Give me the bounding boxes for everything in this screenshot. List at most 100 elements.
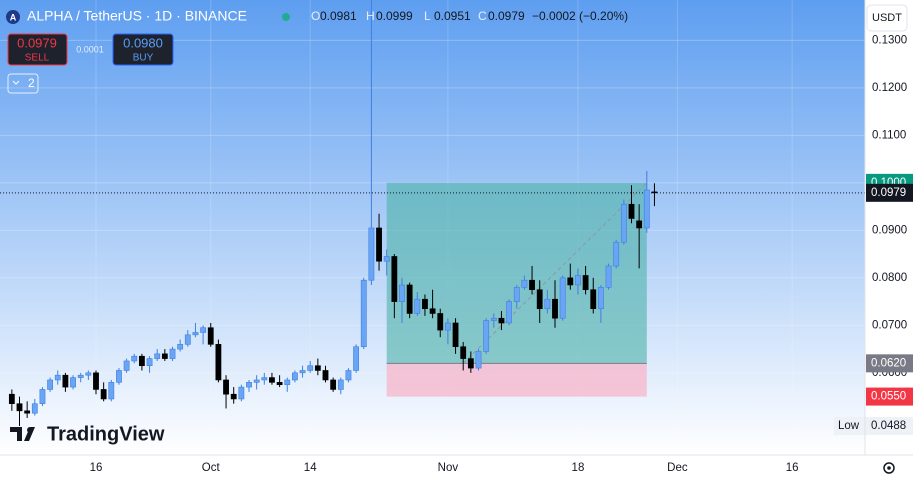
candle-body	[70, 377, 76, 388]
buy-button[interactable]	[112, 33, 174, 66]
candle-body	[483, 320, 490, 352]
candle-body	[513, 287, 520, 302]
ohlc-value: 0.0951	[434, 9, 471, 23]
x-tick-label: Dec	[667, 462, 688, 474]
candle-body	[299, 370, 306, 374]
sell-price[interactable]: 0.0979	[17, 35, 57, 50]
candle-body	[307, 365, 314, 371]
candle-body	[276, 382, 283, 386]
candle-body	[636, 220, 643, 229]
x-tick-label: 16	[90, 462, 103, 474]
x-tick-label: Nov	[438, 462, 459, 474]
ohlc-letter: H	[366, 9, 375, 23]
candle-body	[414, 298, 421, 314]
candle-body	[54, 374, 61, 381]
settings-icon[interactable]	[883, 462, 895, 474]
sell-button[interactable]	[7, 33, 68, 66]
candle-body	[24, 410, 31, 414]
candle-body	[475, 351, 482, 369]
candle-body	[567, 277, 574, 286]
trade-path	[462, 182, 648, 364]
position-tool[interactable]	[0, 182, 865, 397]
candle-body	[8, 393, 15, 405]
candle-body	[406, 284, 413, 314]
candle-body	[391, 256, 398, 302]
price-badge-label: 0.0620	[871, 357, 906, 369]
spread: 0.0001	[76, 44, 104, 54]
currency[interactable]: USDT	[872, 12, 902, 24]
y-tick-label: 0.1200	[872, 82, 907, 94]
symbol-logo	[6, 10, 20, 24]
candle-body	[116, 370, 122, 383]
candle-body	[429, 308, 436, 314]
candle-body	[643, 189, 650, 229]
candle-body	[123, 360, 130, 371]
candle-body	[353, 346, 359, 371]
candle-body	[314, 365, 321, 371]
candle-body	[360, 279, 367, 348]
candle-body	[506, 301, 512, 324]
candle-body	[613, 241, 620, 267]
candle-body	[605, 265, 612, 288]
candle-body	[108, 382, 115, 400]
candle-body	[628, 203, 635, 219]
candle-body	[39, 389, 46, 405]
brand: TradingView	[47, 423, 165, 445]
y-tick-label: 0.0700	[872, 319, 907, 331]
y-tick-label: 0.0900	[872, 224, 907, 236]
candle-body	[376, 227, 382, 262]
candle-body	[552, 298, 558, 319]
candle-body	[207, 327, 214, 345]
candle-body	[100, 389, 107, 400]
candle-body	[467, 358, 474, 369]
candle-body	[460, 346, 467, 359]
sell-label[interactable]: SELL	[25, 53, 50, 64]
buy-price[interactable]: 0.0980	[123, 35, 163, 50]
candle-body	[184, 334, 191, 345]
symbol-title[interactable]: ALPHA / TetherUS · 1D · BINANCE	[27, 8, 247, 24]
indicators-count[interactable]: 2	[28, 76, 35, 90]
candle-body	[291, 372, 298, 381]
candle-body	[238, 386, 245, 400]
chevron-icon	[12, 80, 20, 85]
candle-body	[246, 382, 252, 388]
candle-body	[77, 374, 84, 378]
candle-body	[444, 322, 451, 331]
ohlc-letter: L	[424, 9, 431, 23]
x-tick-label: Oct	[202, 462, 221, 474]
candle-body	[345, 370, 352, 381]
candle-body	[154, 353, 161, 359]
candle-body	[93, 372, 99, 390]
candle-body	[544, 298, 551, 310]
candle-body	[139, 355, 145, 367]
candle-body	[253, 379, 260, 383]
candle-body	[161, 353, 168, 359]
candle-body	[146, 358, 153, 367]
brand-logo	[10, 427, 35, 441]
candle-body	[269, 377, 275, 383]
candle-body	[284, 379, 291, 386]
y-tick-label: 0.1300	[872, 34, 907, 46]
change: −0.0002 (−0.20%)	[532, 9, 628, 23]
candle-body	[47, 379, 53, 390]
y-tick-label: 0.1100	[872, 129, 906, 141]
low-marker-label: Low	[838, 420, 860, 432]
low-marker-value: 0.0488	[871, 420, 906, 432]
ohlc-value: 0.0981	[320, 9, 357, 23]
candle-body	[223, 379, 229, 395]
y-tick-label: 0.0800	[872, 272, 907, 284]
symbol-logo-text: A	[10, 12, 17, 22]
price-badge	[866, 183, 913, 202]
buy-label[interactable]: BUY	[133, 53, 154, 64]
loss-zone	[386, 363, 647, 397]
candle-body	[200, 327, 206, 333]
candle-body	[177, 344, 184, 350]
ohlc-letter: C	[478, 9, 487, 23]
candle-body	[498, 317, 505, 324]
indicators-toggle[interactable]	[7, 73, 39, 94]
profit-zone	[386, 182, 647, 364]
candle-body	[437, 313, 444, 331]
currency-button[interactable]	[866, 4, 908, 32]
